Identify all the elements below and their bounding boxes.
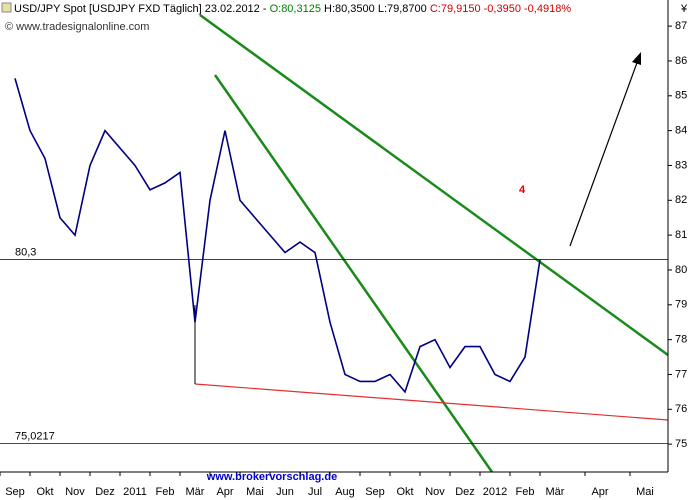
currency: ¥ xyxy=(680,3,688,15)
x-tick-label: Mai xyxy=(246,486,264,498)
x-tick-label: Sep xyxy=(365,486,385,498)
y-tick-label: 84 xyxy=(675,125,687,137)
y-tick-label: 86 xyxy=(675,55,687,67)
x-tick-label: Okt xyxy=(36,486,53,498)
header: USD/JPY Spot [USDJPY FXD Täglich] 23.02.… xyxy=(14,3,571,15)
header-part: USD/JPY Spot [USDJPY FXD Täglich] 23.02.… xyxy=(14,3,270,15)
level-label: 80,3 xyxy=(15,246,36,258)
x-tick-label: 2012 xyxy=(483,486,507,498)
y-tick-label: 76 xyxy=(675,403,687,415)
header-part: H:80,3500 L:79,8700 xyxy=(321,3,430,15)
x-tick-label: Jun xyxy=(276,486,294,498)
y-tick-label: 83 xyxy=(675,159,687,171)
header-part: O:80,3125 xyxy=(270,3,321,15)
arrow xyxy=(569,59,639,247)
copyright: © www.tradesignalonline.com xyxy=(5,21,149,33)
header-part: C:79,9150 -0,3950 -0,4918% xyxy=(430,3,571,15)
trend-line xyxy=(213,74,494,473)
arrow-head xyxy=(632,52,641,65)
x-tick-label: Apr xyxy=(216,486,233,498)
x-tick-label: Dez xyxy=(95,486,115,498)
y-tick-label: 78 xyxy=(675,334,687,346)
x-tick-label: Apr xyxy=(591,486,608,498)
x-tick-label: Okt xyxy=(396,486,413,498)
y-tick-label: 77 xyxy=(675,368,687,380)
x-tick-label: Aug xyxy=(335,486,355,498)
x-tick-label: Sep xyxy=(5,486,25,498)
x-tick-label: Mai xyxy=(636,486,654,498)
y-tick-label: 80 xyxy=(675,264,687,276)
x-tick-label: Mär xyxy=(186,486,205,498)
x-tick-label: 2011 xyxy=(123,486,147,498)
trend-line xyxy=(199,13,669,357)
y-tick-label: 75 xyxy=(675,438,687,450)
level-label: 75,0217 xyxy=(15,430,55,442)
x-tick-label: Feb xyxy=(156,486,175,498)
x-tick-label: Mär xyxy=(546,486,565,498)
x-tick-label: Nov xyxy=(65,486,85,498)
x-tick-label: Dez xyxy=(455,486,475,498)
icon xyxy=(1,2,12,13)
y-tick-label: 79 xyxy=(675,299,687,311)
y-tick-label: 87 xyxy=(675,20,687,32)
price-line xyxy=(14,78,541,394)
x-tick-label: Feb xyxy=(516,486,535,498)
x-tick-label: Nov xyxy=(425,486,445,498)
x-tick-label: Jul xyxy=(308,486,322,498)
y-tick-label: 82 xyxy=(675,194,687,206)
y-tick-label: 81 xyxy=(675,229,687,241)
y-tick-label: 85 xyxy=(675,90,687,102)
annotation: 4 xyxy=(519,184,526,196)
support-line xyxy=(194,383,669,421)
watermark: www.brokervorschlag.de xyxy=(206,471,337,483)
